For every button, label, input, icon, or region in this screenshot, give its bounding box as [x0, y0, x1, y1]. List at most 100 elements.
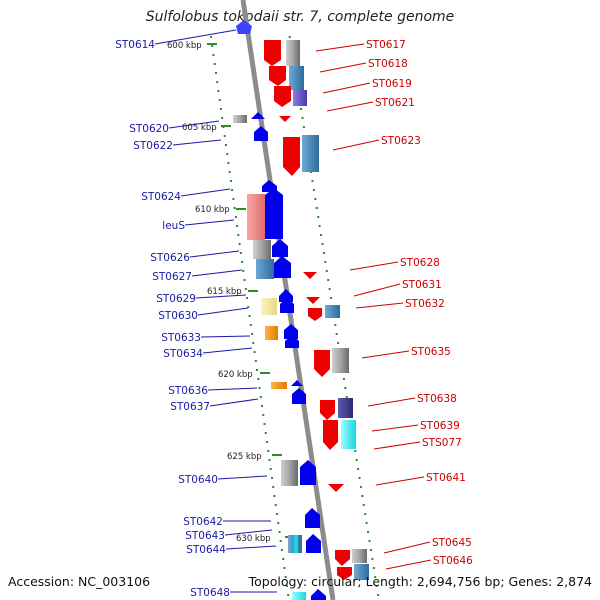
gene-ST0626[interactable]	[253, 240, 271, 259]
gene-ST0627[interactable]	[256, 259, 274, 279]
gene-ST0619-box[interactable]	[293, 90, 307, 106]
gene-ST0632-box[interactable]	[325, 305, 340, 318]
gene-ST0640-arrow[interactable]	[300, 460, 316, 485]
label-left[interactable]: ST0627	[152, 271, 192, 283]
gene-ST0617-box[interactable]	[286, 40, 300, 66]
kbp-label-605: 605 kbp	[182, 123, 217, 133]
gene-ST0618[interactable]	[269, 66, 286, 86]
gene-ST0622[interactable]	[254, 126, 268, 141]
gene-ST0644[interactable]	[306, 534, 321, 553]
gene-ST0620[interactable]	[233, 115, 247, 123]
track-dot	[324, 261, 327, 263]
gene-STS077[interactable]	[341, 420, 356, 449]
gene-ST0618-box[interactable]	[289, 66, 304, 90]
track-dot	[259, 396, 262, 398]
label-left[interactable]: ST0640	[178, 474, 218, 486]
track-dot	[312, 189, 315, 191]
track-dot	[280, 549, 283, 551]
gene-ST0635-box[interactable]	[332, 348, 349, 373]
gene-ST0634[interactable]	[285, 335, 299, 348]
label-left[interactable]: ST0636	[168, 385, 208, 397]
track-dot	[365, 522, 368, 524]
gene-ST0637[interactable]	[292, 388, 306, 404]
gene-ST0620b[interactable]	[251, 112, 265, 119]
label-left[interactable]: ST0643	[185, 530, 225, 542]
label-left[interactable]: ST0620	[129, 123, 169, 135]
label-right[interactable]: STS077	[422, 437, 462, 449]
gene-ST0629[interactable]	[279, 289, 293, 302]
label-right[interactable]: ST0641	[426, 472, 466, 484]
gene-ST0626-arrow[interactable]	[272, 239, 288, 257]
gene-ST0614[interactable]	[236, 20, 252, 34]
gene-ST0623-box[interactable]	[302, 135, 319, 172]
label-right[interactable]: ST0646	[433, 555, 473, 567]
track-dot	[362, 504, 365, 506]
label-right[interactable]: ST0638	[417, 393, 457, 405]
label-left[interactable]: ST0642	[183, 516, 223, 528]
label-left[interactable]: ST0648	[190, 587, 230, 599]
label-right[interactable]: ST0645	[432, 537, 472, 549]
gene-ST0646-box[interactable]	[354, 564, 369, 580]
gene-ST0630[interactable]	[261, 298, 277, 315]
gene-ST0627-arrow[interactable]	[274, 256, 291, 278]
label-right[interactable]: ST0618	[368, 58, 408, 70]
gene-ST0646[interactable]	[337, 567, 352, 580]
label-right[interactable]: ST0621	[375, 97, 415, 109]
gene-ST0632[interactable]	[308, 308, 322, 321]
gene-ST0641[interactable]	[328, 484, 344, 492]
gene-ST0623[interactable]	[283, 137, 300, 176]
label-right[interactable]: ST0632	[405, 298, 445, 310]
label-right[interactable]: ST0619	[372, 78, 412, 90]
gene-ST0636-arrow[interactable]	[291, 380, 303, 386]
gene-leuS-arrow[interactable]	[265, 188, 283, 239]
label-left[interactable]: ST0622	[133, 140, 173, 152]
label-right[interactable]: ST0623	[381, 135, 421, 147]
label-right[interactable]: ST0617	[366, 39, 406, 51]
gene-ST0638-box[interactable]	[338, 398, 353, 418]
track-dot	[268, 459, 271, 461]
label-left[interactable]: ST0644	[186, 544, 226, 556]
label-left[interactable]: ST0626	[150, 252, 190, 264]
gene-ST0621[interactable]	[279, 116, 291, 122]
label-right[interactable]: ST0631	[402, 279, 442, 291]
label-right[interactable]: ST0635	[411, 346, 451, 358]
label-left[interactable]: ST0629	[156, 293, 196, 305]
gene-ST0635[interactable]	[314, 350, 330, 377]
gene-ST0617[interactable]	[264, 40, 281, 66]
gene-ST0619[interactable]	[274, 86, 291, 107]
gene-ST0636[interactable]	[271, 382, 287, 389]
gene-ST0648-arrow[interactable]	[311, 589, 326, 600]
kbp-label-610: 610 kbp	[195, 205, 230, 215]
track-dot	[284, 576, 287, 578]
label-left[interactable]: ST0614	[115, 39, 155, 51]
gene-ST0628[interactable]	[303, 272, 317, 279]
track-dot	[216, 81, 219, 83]
gene-ST0639[interactable]	[323, 420, 338, 450]
gene-leuS[interactable]	[247, 194, 265, 240]
track-dot	[264, 432, 267, 434]
gene-ST0645-box[interactable]	[352, 549, 367, 563]
track-dot	[248, 315, 251, 317]
label-left[interactable]: ST0637	[170, 401, 210, 413]
track-dot	[233, 207, 236, 209]
gene-ST0648[interactable]	[292, 592, 306, 600]
label-left[interactable]: ST0634	[163, 348, 203, 360]
label-right[interactable]: ST0639	[420, 420, 460, 432]
label-left[interactable]: ST0633	[161, 332, 201, 344]
label-right[interactable]: ST0628	[400, 257, 440, 269]
label-left[interactable]: leuS	[162, 220, 185, 232]
label-left[interactable]: ST0624	[141, 191, 181, 203]
gene-ST0631[interactable]	[306, 297, 320, 304]
gene-ST0638[interactable]	[320, 400, 335, 420]
gene-ST0633[interactable]	[265, 326, 278, 340]
gene-ST0633-arrow[interactable]	[284, 324, 298, 339]
gene-ST0640[interactable]	[281, 460, 298, 486]
track-dot	[361, 495, 364, 497]
gene-ST0630-arrow[interactable]	[280, 298, 294, 313]
gene-ST0645[interactable]	[335, 550, 350, 566]
label-left[interactable]: ST0630	[158, 310, 198, 322]
gene-ST0643b[interactable]	[294, 535, 298, 553]
gene-ST0642[interactable]	[305, 508, 320, 528]
track-dot	[266, 441, 268, 443]
